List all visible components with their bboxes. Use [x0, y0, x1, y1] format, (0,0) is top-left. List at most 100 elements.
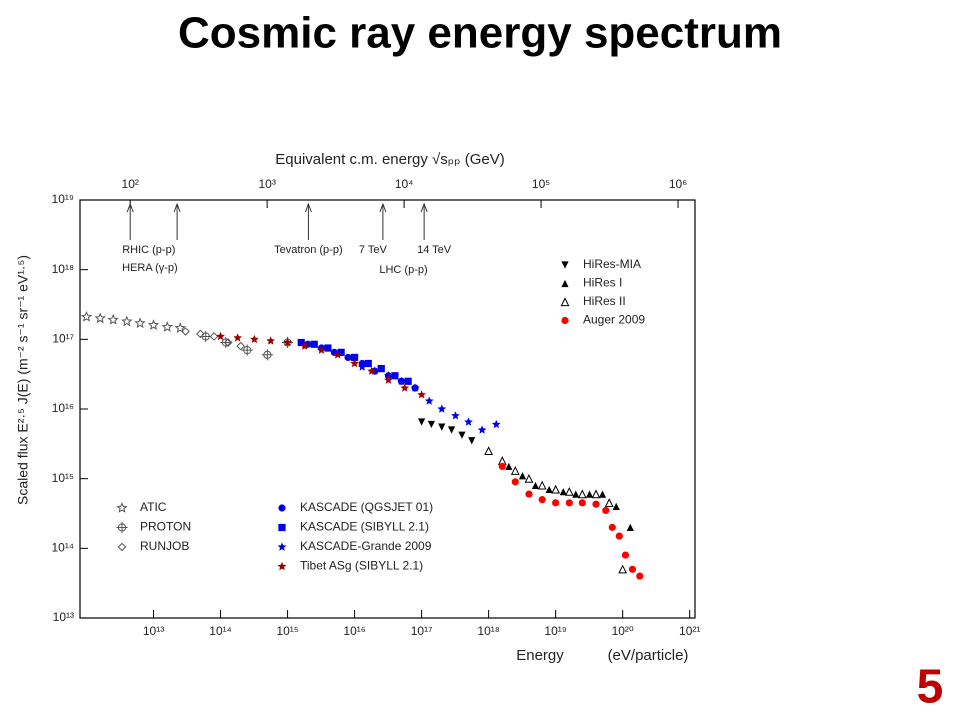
- point: [384, 371, 393, 380]
- point: [181, 327, 190, 336]
- point: [364, 359, 372, 368]
- slide-number: 5: [917, 661, 944, 714]
- point: [578, 499, 586, 507]
- point: [636, 572, 644, 580]
- arrow-head: [420, 202, 428, 213]
- legend-marker: [116, 502, 128, 513]
- point: [161, 321, 173, 332]
- point: [592, 500, 600, 508]
- point: [577, 489, 587, 499]
- point: [400, 383, 410, 392]
- legend-marker: [116, 521, 128, 534]
- point: [384, 375, 393, 384]
- point: [615, 532, 623, 540]
- x-tick-label: 10¹³: [143, 624, 164, 638]
- point: [525, 490, 533, 498]
- point: [498, 462, 506, 470]
- annotation: Tevatron (p-p): [274, 244, 342, 256]
- point: [621, 551, 630, 559]
- legend-label: HiRes II: [583, 294, 626, 308]
- point: [424, 396, 434, 405]
- legend-marker: [278, 523, 286, 532]
- legend-label: Tibet ASg (SIBYLL 2.1): [300, 559, 423, 573]
- point: [608, 523, 616, 531]
- point: [565, 499, 573, 507]
- x-axis-unit: (eV/particle): [608, 647, 689, 664]
- point: [397, 376, 406, 385]
- x-tick-label: 10¹⁵: [276, 624, 298, 638]
- point: [417, 390, 426, 399]
- point: [121, 315, 133, 327]
- point: [564, 486, 574, 496]
- point: [418, 418, 426, 426]
- point: [310, 340, 318, 348]
- legend-label: KASCADE (SIBYLL 2.1): [300, 520, 429, 534]
- point: [447, 426, 456, 434]
- legend-marker: [561, 261, 569, 269]
- legend-label: ATIC: [140, 500, 167, 514]
- annotation: 7 TeV: [359, 244, 388, 256]
- x-tick-label: 10¹⁶: [343, 624, 365, 638]
- point: [518, 472, 527, 480]
- point: [236, 341, 246, 351]
- legend-label: KASCADE (QGSJET 01): [300, 500, 433, 514]
- point: [511, 478, 519, 486]
- legend-marker: [277, 542, 287, 551]
- point: [551, 484, 561, 494]
- legend-label: RUNJOB: [140, 539, 189, 553]
- x-tick-label: 10¹⁹: [544, 624, 566, 638]
- y-tick-label: 10¹⁹: [52, 192, 74, 206]
- point: [572, 490, 580, 498]
- point: [545, 485, 553, 494]
- legend-marker: [561, 279, 569, 288]
- legend-label: Auger 2009: [583, 313, 645, 327]
- top-tick-label: 10³: [258, 177, 275, 191]
- y-tick-label: 10¹⁷: [52, 332, 74, 346]
- point: [357, 362, 367, 371]
- arrow-head: [173, 202, 181, 213]
- x-tick-label: 10¹⁷: [411, 624, 433, 638]
- point: [107, 314, 119, 325]
- point: [612, 502, 620, 510]
- point: [410, 383, 420, 392]
- point: [552, 499, 560, 507]
- point: [134, 317, 146, 329]
- point: [391, 372, 399, 380]
- y-tick-label: 10¹⁸: [52, 262, 74, 276]
- arrow-head: [126, 202, 134, 213]
- point: [531, 481, 540, 490]
- point: [266, 336, 276, 345]
- legend-label: HiRes I: [583, 276, 622, 290]
- point: [427, 420, 435, 429]
- y-tick-label: 10¹⁵: [52, 471, 74, 485]
- point: [209, 332, 219, 341]
- point: [451, 411, 460, 420]
- legend-marker: [117, 542, 127, 552]
- top-tick-label: 10⁵: [532, 177, 550, 191]
- point: [505, 462, 513, 470]
- legend-label: PROTON: [140, 520, 191, 534]
- point: [538, 496, 546, 504]
- y-axis-label: Scaled flux E²·⁵ J(E) (m⁻² s⁻¹ sr⁻¹ eV¹·…: [15, 255, 31, 505]
- point: [404, 377, 412, 385]
- point: [80, 310, 93, 322]
- point: [300, 341, 309, 350]
- point: [337, 348, 345, 356]
- point: [317, 345, 326, 354]
- point: [174, 322, 186, 333]
- legend-label: HiRes-MIA: [583, 257, 641, 271]
- point: [196, 329, 205, 339]
- arrow-head: [304, 202, 312, 213]
- top-axis-label: Equivalent c.m. energy √sₚₚ (GeV): [275, 151, 505, 168]
- point: [367, 366, 377, 375]
- point: [602, 506, 610, 515]
- annotation: 14 TeV: [417, 244, 452, 256]
- point: [297, 338, 305, 347]
- point: [223, 338, 233, 347]
- y-tick-label: 10¹⁶: [52, 401, 74, 415]
- point: [283, 337, 292, 347]
- point: [377, 365, 385, 373]
- point: [585, 490, 594, 498]
